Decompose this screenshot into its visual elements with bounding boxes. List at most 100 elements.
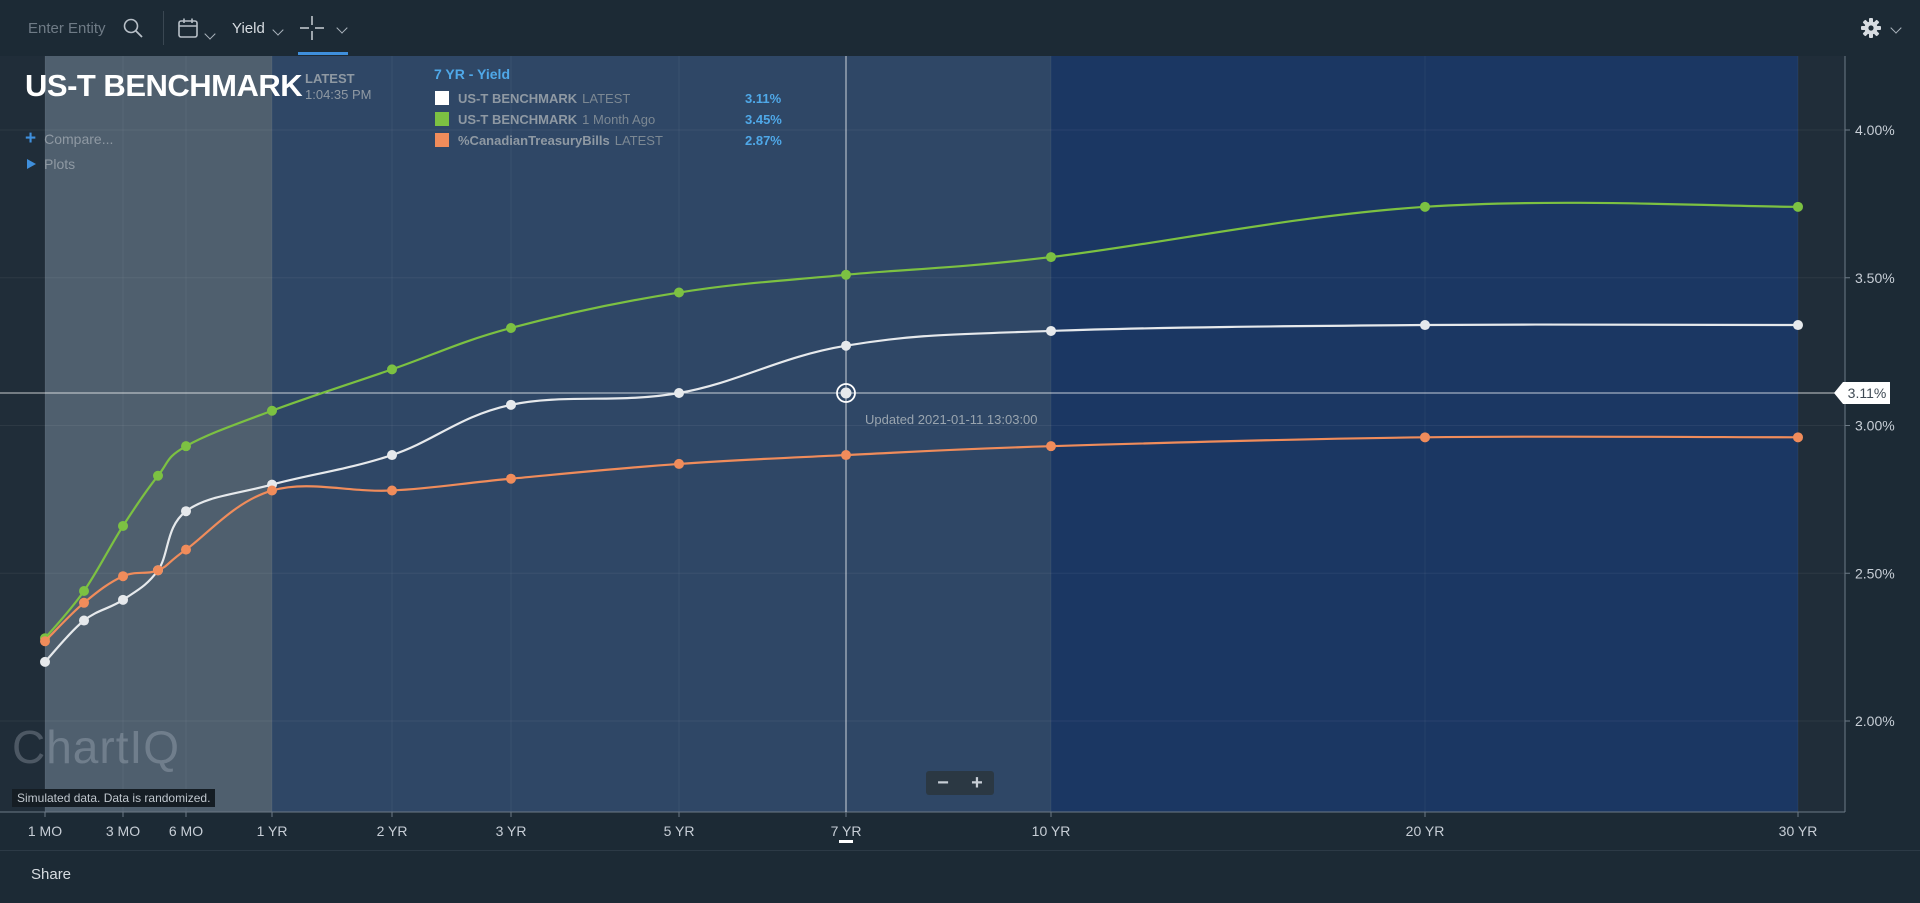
entity-search-input[interactable] [26,18,150,38]
data-point-s2-2[interactable] [118,571,128,582]
data-point-s2-6[interactable] [387,485,397,496]
simulated-data-note: Simulated data. Data is randomized. [12,789,216,807]
gear-icon [1861,18,1881,38]
data-point-s1-7[interactable] [506,399,516,410]
data-point-s0-10[interactable] [1046,252,1056,263]
legend-series-name-1: US-T BENCHMARK [458,111,578,127]
data-point-s2-5[interactable] [267,485,277,496]
chevron-down-icon [272,24,284,36]
x-tick-label-4: 2 YR [377,823,408,839]
data-point-s1-0[interactable] [40,656,50,667]
yield-label: Yield [232,19,265,37]
data-point-s0-4[interactable] [181,441,191,452]
yield-selector[interactable]: Yield [232,0,284,56]
data-point-s0-12[interactable] [1793,201,1803,212]
data-point-s1-2[interactable] [118,594,128,605]
band-short-term [45,56,272,812]
data-point-s0-1[interactable] [79,585,89,596]
data-point-s0-11[interactable] [1420,201,1430,212]
data-point-s1-10[interactable] [1046,325,1056,336]
zoom-out-button[interactable]: − [937,772,949,794]
y-tick-label-3: 3.50% [1855,270,1895,286]
data-point-s1-9[interactable] [841,340,851,351]
y-axis-area [1845,56,1920,850]
legend-swatch-0 [435,91,449,105]
data-point-s2-0[interactable] [40,636,50,647]
compare-label: Compare... [44,131,114,147]
legend-series-name-2: %CanadianTreasuryBills [458,132,610,148]
legend-series-value-1: 3.45% [745,111,782,127]
y-tick-label-0: 2.00% [1855,713,1895,729]
plus-icon: + [25,128,37,149]
data-point-s2-9[interactable] [841,450,851,461]
data-point-s2-10[interactable] [1046,441,1056,452]
share-button[interactable]: Share [31,866,72,883]
chevron-down-icon [1890,22,1902,34]
data-point-s1-11[interactable] [1420,320,1430,331]
updated-timestamp: Updated 2021-01-11 13:03:00 [865,412,1038,427]
data-point-s2-12[interactable] [1793,432,1803,443]
crosshair-highlight-ring [836,383,856,403]
legend-row-2: %CanadianTreasuryBills LATEST 2.87% [435,131,782,149]
settings-button[interactable] [1860,0,1902,56]
crosshair-icon [300,16,324,40]
data-point-s0-3[interactable] [153,470,163,481]
x-tick-label-2: 6 MO [169,823,203,839]
data-point-s2-3[interactable] [153,565,163,576]
data-point-s1-12[interactable] [1793,320,1803,331]
x-tick-label-9: 20 YR [1406,823,1445,839]
x-tick-label-10: 30 YR [1779,823,1818,839]
data-point-s2-7[interactable] [506,473,516,484]
crosshair-highlight-point [840,387,852,399]
crosshair-active-indicator [298,52,348,55]
data-point-s0-9[interactable] [841,269,851,280]
price-label-text: 3.11% [1848,385,1887,401]
legend-swatch-1 [435,112,449,126]
x-tick-label-5: 3 YR [496,823,527,839]
y-tick-label-4: 4.00% [1855,122,1895,138]
legend-series-period-0: LATEST [582,90,631,106]
data-point-s0-7[interactable] [506,322,516,333]
crosshair-toggle[interactable] [298,0,348,56]
toolbar: Yield [0,0,1920,57]
latest-time: 1:04:35 PM [305,87,372,102]
legend-row-1: US-T BENCHMARK 1 Month Ago 3.45% [435,110,782,128]
data-point-s0-5[interactable] [267,405,277,416]
plots-button[interactable]: Plots [27,156,75,172]
legend-series-period-1: 1 Month Ago [582,111,656,127]
data-point-s2-1[interactable] [79,597,89,608]
data-point-s0-2[interactable] [118,520,128,531]
x-tick-label-7: 7 YR [831,823,862,839]
footer: Share [0,850,1920,903]
legend-series-period-2: LATEST [614,132,663,148]
series-line-0 [44,201,1799,639]
compare-button[interactable]: + Compare... [25,128,114,149]
price-label-bg [1834,381,1890,404]
data-point-s1-6[interactable] [387,450,397,461]
data-point-s0-6[interactable] [387,364,397,375]
legend-row-0: US-T BENCHMARK LATEST 3.11% [435,89,781,107]
y-tick-label-1: 2.50% [1855,565,1895,581]
play-icon [27,159,36,169]
crosshair-price-label: 3.11% [1834,381,1890,404]
data-point-s0-8[interactable] [674,287,684,298]
y-tick-label-2: 3.00% [1855,418,1895,434]
legend-swatch-2 [435,133,449,147]
yield-curve-chart[interactable]: 1 MO 3 MO 6 MO 1 YR 2 YR 3 YR 5 YR 7 YR 10 YR 20 … [0,56,1920,850]
chevron-down-icon [336,22,348,34]
toolbar-divider [163,11,164,45]
x-tick-label-1: 3 MO [106,823,140,839]
date-picker-button[interactable] [176,0,216,56]
data-point-s1-8[interactable] [674,387,684,398]
search-button[interactable] [122,0,144,56]
x-crosshair-marker [839,840,853,843]
data-point-s1-4[interactable] [181,506,191,517]
data-point-s2-8[interactable] [674,458,684,469]
data-point-s2-4[interactable] [181,544,191,555]
data-point-s1-1[interactable] [79,615,89,626]
legend-series-name-0: US-T BENCHMARK [458,90,578,106]
search-icon [123,18,143,38]
zoom-in-button[interactable]: + [971,772,983,794]
x-tick-label-0: 1 MO [28,823,62,839]
data-point-s2-11[interactable] [1420,432,1430,443]
